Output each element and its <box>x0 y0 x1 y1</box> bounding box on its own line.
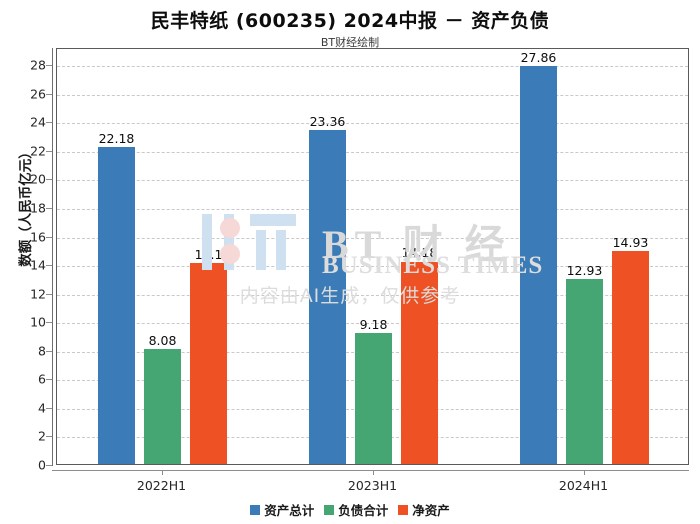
y-axis-tick-mark <box>46 379 52 381</box>
bar-value-label: 27.86 <box>520 50 557 66</box>
x-axis-tick-label-2023H1: 2023H1 <box>347 478 398 493</box>
x-axis-spine <box>52 470 689 471</box>
x-axis-tick-mark <box>583 470 585 475</box>
y-axis-tick-label: 22 <box>30 143 46 159</box>
gridline <box>57 151 688 153</box>
bar-value-label: 14.1 <box>194 246 223 262</box>
plot-area: 22.18 8.08 14.1 23.36 9.18 14.18 27.86 12.93 14.… <box>56 48 689 465</box>
y-axis-tick-mark <box>46 150 52 152</box>
legend-label: 净资产 <box>412 503 450 518</box>
bar-value-label: 9.18 <box>359 316 388 332</box>
legend-label: 负债合计 <box>338 503 389 518</box>
y-axis-tick-mark <box>46 93 52 95</box>
y-axis-tick-label: 8 <box>38 343 46 359</box>
y-axis-tick-mark <box>46 207 52 209</box>
y-axis-tick-label: 16 <box>30 229 46 244</box>
bar-2022H1-负债合计[interactable] <box>144 348 181 464</box>
legend-label: 资产总计 <box>264 503 315 518</box>
gridline <box>57 208 688 210</box>
bar-2024H1-负债合计[interactable] <box>566 279 603 464</box>
bar-2023H1-负债合计[interactable] <box>355 332 392 464</box>
gridline <box>57 94 688 96</box>
bar-2024H1-净资产[interactable] <box>612 250 649 464</box>
y-axis-tick-mark <box>46 179 52 181</box>
legend-swatch-icon <box>250 504 261 515</box>
chart-subtitle: BT财经绘制 <box>320 36 380 49</box>
y-axis-spine <box>52 48 53 466</box>
gridline <box>57 180 688 182</box>
y-axis-tick-mark <box>46 322 52 324</box>
bar-value-label: 12.93 <box>566 263 603 279</box>
bar-value-label: 23.36 <box>309 114 346 130</box>
y-axis-tick-mark <box>46 407 52 409</box>
bar-2022H1-资产总计[interactable] <box>98 147 135 464</box>
y-axis-tick-mark <box>46 350 52 352</box>
gridline <box>57 294 688 296</box>
y-axis-tick-label: 28 <box>30 57 46 73</box>
gridline <box>57 323 688 325</box>
legend-item-资产总计[interactable]: 资产总计 <box>250 500 314 519</box>
bar-value-label: 8.08 <box>148 332 177 348</box>
y-axis-tick-label: 26 <box>30 86 46 102</box>
bar-value-label: 14.18 <box>401 245 438 261</box>
bar-value-label: 14.93 <box>612 234 649 250</box>
y-axis-tick-mark <box>46 236 52 238</box>
x-axis-tick-label-2022H1: 2022H1 <box>136 478 187 493</box>
bar-value-label: 22.18 <box>98 131 135 147</box>
y-axis-tick-label: 20 <box>30 171 46 187</box>
legend-swatch-icon <box>398 504 409 515</box>
gridline <box>57 123 688 125</box>
y-axis-tick-label: 10 <box>30 314 46 330</box>
chart-legend: 资产总计 负债合计 净资产 <box>0 500 700 519</box>
bar-2023H1-资产总计[interactable] <box>309 130 346 464</box>
y-axis-tick-mark <box>46 265 52 267</box>
x-axis-tick-label-2024H1: 2024H1 <box>558 478 609 493</box>
legend-item-负债合计[interactable]: 负债合计 <box>324 500 388 519</box>
y-axis-tick-label: 4 <box>38 400 46 416</box>
x-axis-tick-mark <box>372 470 374 475</box>
gridline <box>57 66 688 68</box>
y-axis-tick-mark <box>46 122 52 124</box>
gridline <box>57 237 688 239</box>
bar-2023H1-净资产[interactable] <box>401 261 438 464</box>
y-axis-tick-label: 12 <box>30 286 46 302</box>
y-axis-tick-label: 0 <box>38 457 46 473</box>
y-axis-tick-mark <box>46 293 52 295</box>
bar-2024H1-资产总计[interactable] <box>520 66 557 464</box>
y-axis-tick-label: 24 <box>30 114 46 130</box>
y-axis-tick-label: 18 <box>30 200 46 216</box>
x-axis-tick-mark <box>161 470 163 475</box>
bar-2022H1-净资产[interactable] <box>190 262 227 464</box>
y-axis-tick-mark <box>46 65 52 67</box>
gridline <box>57 266 688 268</box>
legend-swatch-icon <box>324 504 335 515</box>
y-axis-tick-mark <box>46 436 52 438</box>
y-axis-tick-label: 14 <box>30 257 46 273</box>
y-axis-tick-mark <box>46 465 52 466</box>
y-axis-tick-label: 6 <box>38 371 46 387</box>
legend-item-净资产[interactable]: 净资产 <box>398 500 450 519</box>
y-axis-tick-label: 2 <box>38 428 46 444</box>
chart-title: 民丰特纸 (600235) 2024中报 － 资产负债 <box>150 10 550 32</box>
